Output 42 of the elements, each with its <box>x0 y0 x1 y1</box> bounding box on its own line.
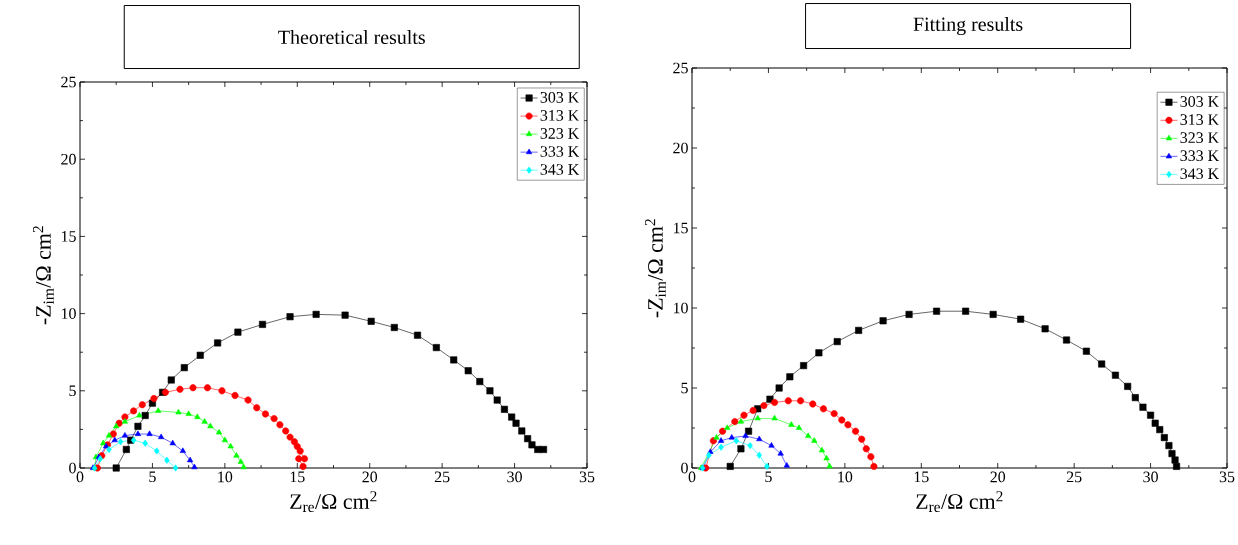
legend-label: 303 K <box>540 91 580 103</box>
x-tick-label: 5 <box>765 471 772 483</box>
legend-label: 303 K <box>1180 96 1219 107</box>
x-tick-label: 35 <box>1219 471 1235 483</box>
y-tick-label: 15 <box>673 222 688 234</box>
y-tick-label: 5 <box>69 385 76 397</box>
x-tick-label: 25 <box>1066 471 1082 483</box>
legend-label: 333 K <box>1180 150 1219 162</box>
chart-title: Fitting results <box>913 16 1023 36</box>
legend-label: 313 K <box>540 110 580 121</box>
legend-label: 313 K <box>1180 114 1219 125</box>
y-tick-label: 20 <box>61 153 76 165</box>
y-tick-label: 20 <box>673 142 688 154</box>
x-tick-label: 30 <box>1143 471 1158 483</box>
y-axis-title: -Z$_{im}$/Ω cm$^{2}$ <box>644 219 666 318</box>
y-tick-label: 0 <box>69 462 76 474</box>
x-tick-label: 35 <box>579 471 595 483</box>
y-tick-label: 25 <box>61 76 76 88</box>
x-axis-title: Z$_{re}$/Ω cm$^{2}$ <box>290 491 377 513</box>
y-axis-title: -Z$_{im}$/Ω cm$^{2}$ <box>32 226 54 325</box>
x-tick-label: 5 <box>149 471 156 483</box>
x-tick-label: 10 <box>838 471 853 483</box>
x-tick-label: 15 <box>290 471 305 483</box>
x-axis-title: Z$_{re}$/Ω cm$^{2}$ <box>916 491 1003 513</box>
legend-label: 323 K <box>1180 132 1219 144</box>
x-tick-label: 10 <box>218 471 233 483</box>
y-tick-label: 10 <box>673 302 688 314</box>
legend-label: 323 K <box>540 128 580 139</box>
x-tick-label: 30 <box>507 471 522 483</box>
y-tick-label: 15 <box>61 231 76 242</box>
x-tick-label: 20 <box>362 471 378 483</box>
x-tick-label: 20 <box>990 471 1006 483</box>
x-tick-label: 25 <box>434 471 450 483</box>
legend-label: 333 K <box>540 146 580 157</box>
y-tick-label: 0 <box>681 462 688 474</box>
x-tick-label: 15 <box>914 471 929 483</box>
y-tick-label: 25 <box>673 62 688 74</box>
y-tick-label: 5 <box>681 382 688 394</box>
chart-title: Theoretical results <box>278 30 425 45</box>
legend-label: 343 K <box>1180 168 1219 180</box>
legend-label: 343 K <box>540 164 580 175</box>
y-tick-label: 10 <box>61 308 76 319</box>
